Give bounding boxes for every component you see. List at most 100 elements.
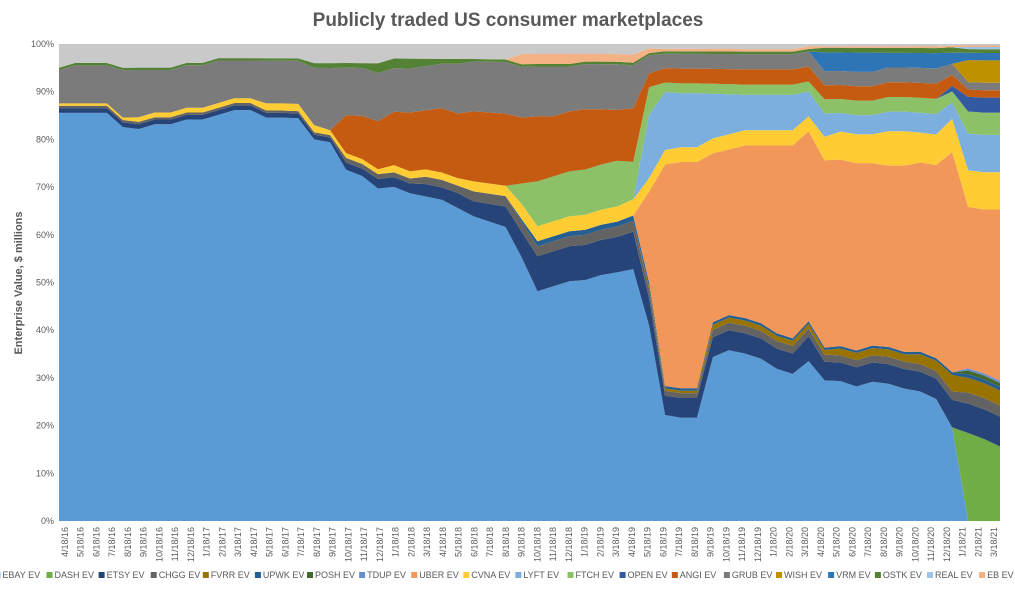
x-tick-label: 11/18/16 (170, 527, 180, 561)
x-tick-label: 7/18/18 (485, 527, 495, 557)
legend-swatch (98, 572, 105, 578)
x-tick-label: 12/18/20 (942, 527, 952, 562)
area-series-chgg-ev (59, 103, 1000, 417)
area-series-cvna-ev (59, 98, 1000, 242)
x-tick-label: 6/18/19 (658, 527, 668, 557)
x-tick-label: 2/18/18 (406, 527, 416, 557)
x-tick-label: 1/18/21 (958, 527, 968, 557)
y-tick-label: 70% (36, 182, 54, 192)
area-series-vrm-ev (59, 51, 1000, 73)
x-tick-label: 10/18/20 (910, 527, 920, 562)
x-tick-label: 11/18/17 (359, 527, 369, 561)
y-tick-label: 20% (36, 421, 54, 431)
x-tick-label: 8/18/18 (501, 527, 511, 557)
y-axis-ticks: 0% 10% 20% 30% 40% 50% 60% 70% 80% 90% 100% (31, 39, 54, 526)
legend-label: UBER EV (419, 570, 459, 580)
x-tick-label: 7/18/20 (863, 527, 873, 557)
legend-swatch (202, 572, 209, 578)
x-tick-label: 10/18/17 (343, 527, 353, 562)
x-tick-label: 11/18/20 (926, 527, 936, 561)
legend-swatch (619, 572, 626, 578)
x-tick-label: 10/18/16 (155, 527, 165, 562)
x-tick-label: 3/18/19 (611, 527, 621, 557)
legend-swatch (828, 572, 835, 578)
legend-label: POSH EV (315, 570, 355, 580)
legend-label: WISH EV (784, 570, 822, 580)
x-tick-label: 12/18/19 (753, 527, 763, 562)
legend-swatch (307, 572, 313, 578)
legend-label: VRM EV (836, 570, 871, 580)
legend-swatch (359, 572, 366, 578)
x-tick-label: 11/18/18 (548, 527, 558, 561)
legend-swatch (463, 572, 470, 578)
legend-label: EB EV (987, 570, 1014, 580)
x-tick-label: 12/18/18 (564, 527, 574, 562)
x-tick-label: 5/18/16 (76, 527, 86, 557)
x-tick-label: 5/18/20 (832, 527, 842, 557)
area-series-angi-ev (59, 66, 1000, 186)
legend-swatch (776, 572, 782, 578)
y-tick-label: 90% (36, 87, 54, 97)
legend-label: LYFT EV (523, 570, 559, 580)
y-tick-label: 0% (41, 516, 54, 526)
x-axis-ticks: 4/18/16 5/18/16 6/18/16 7/18/16 8/18/16 9/18/… (60, 527, 999, 562)
legend-label: DASH EV (55, 570, 95, 580)
x-tick-label: 8/18/17 (312, 527, 322, 557)
x-tick-label: 9/18/16 (139, 527, 149, 557)
x-tick-label: 4/18/20 (816, 527, 826, 557)
legend-label: GRUB EV (732, 570, 773, 580)
area-series-group (59, 44, 1000, 522)
x-tick-label: 6/18/16 (92, 527, 102, 557)
legend-label: EBAY EV (2, 570, 40, 580)
x-tick-label: 6/18/18 (469, 527, 479, 557)
y-tick-label: 30% (36, 373, 54, 383)
x-tick-label: 7/18/19 (674, 527, 684, 557)
x-tick-label: 4/18/18 (438, 527, 448, 557)
x-tick-label: 9/18/18 (517, 527, 527, 557)
x-tick-label: 3/18/17 (233, 527, 243, 557)
legend-swatch (254, 572, 261, 578)
x-tick-label: 7/18/17 (296, 527, 306, 557)
x-tick-label: 3/18/20 (800, 527, 810, 557)
y-tick-label: 10% (36, 468, 54, 478)
x-tick-label: 9/18/20 (895, 527, 905, 557)
legend-label: REAL EV (935, 570, 973, 580)
y-tick-label: 60% (36, 230, 54, 240)
chart-title: Publicly traded US consumer marketplaces (313, 10, 704, 31)
legend-label: CVNA EV (471, 570, 510, 580)
legend-label: FVRR EV (211, 570, 250, 580)
area-series-ebay-ev (59, 110, 1000, 522)
x-tick-label: 7/18/16 (107, 527, 117, 557)
y-tick-label: 80% (36, 134, 54, 144)
x-tick-label: 6/18/17 (280, 527, 290, 557)
legend-swatch (874, 572, 881, 578)
x-tick-label: 3/18/18 (422, 527, 432, 557)
x-tick-label: 3/18/21 (989, 527, 999, 557)
legend-label: TDUP EV (367, 570, 406, 580)
area-series-fvrr-ev (59, 103, 1000, 406)
x-tick-label: 8/18/19 (690, 527, 700, 557)
legend-swatch (671, 572, 678, 578)
x-tick-label: 12/18/17 (375, 527, 385, 562)
legend-swatch (411, 572, 418, 578)
x-tick-label: 1/18/18 (391, 527, 401, 557)
legend-label: FTCH EV (576, 570, 615, 580)
area-series-lyft-ev (59, 91, 1000, 227)
legend-swatch (150, 572, 157, 578)
area-series-grub-ev (59, 51, 1000, 131)
x-tick-label: 1/18/17 (202, 527, 212, 557)
legend-label: OSTK EV (883, 570, 922, 580)
y-axis-label: Enterprise Value, $ millions (13, 211, 25, 354)
x-tick-label: 12/18/16 (186, 527, 196, 562)
legend-label: ETSY EV (107, 570, 145, 580)
x-tick-label: 5/18/19 (643, 527, 653, 557)
x-tick-label: 5/18/17 (265, 527, 275, 557)
x-tick-label: 2/18/17 (218, 527, 228, 557)
x-tick-label: 11/18/19 (737, 527, 747, 561)
x-tick-label: 10/18/19 (721, 527, 731, 562)
area-series-ostk-ev (59, 47, 1000, 73)
legend-label: UPWK EV (263, 570, 305, 580)
x-tick-label: 5/18/18 (454, 527, 464, 557)
